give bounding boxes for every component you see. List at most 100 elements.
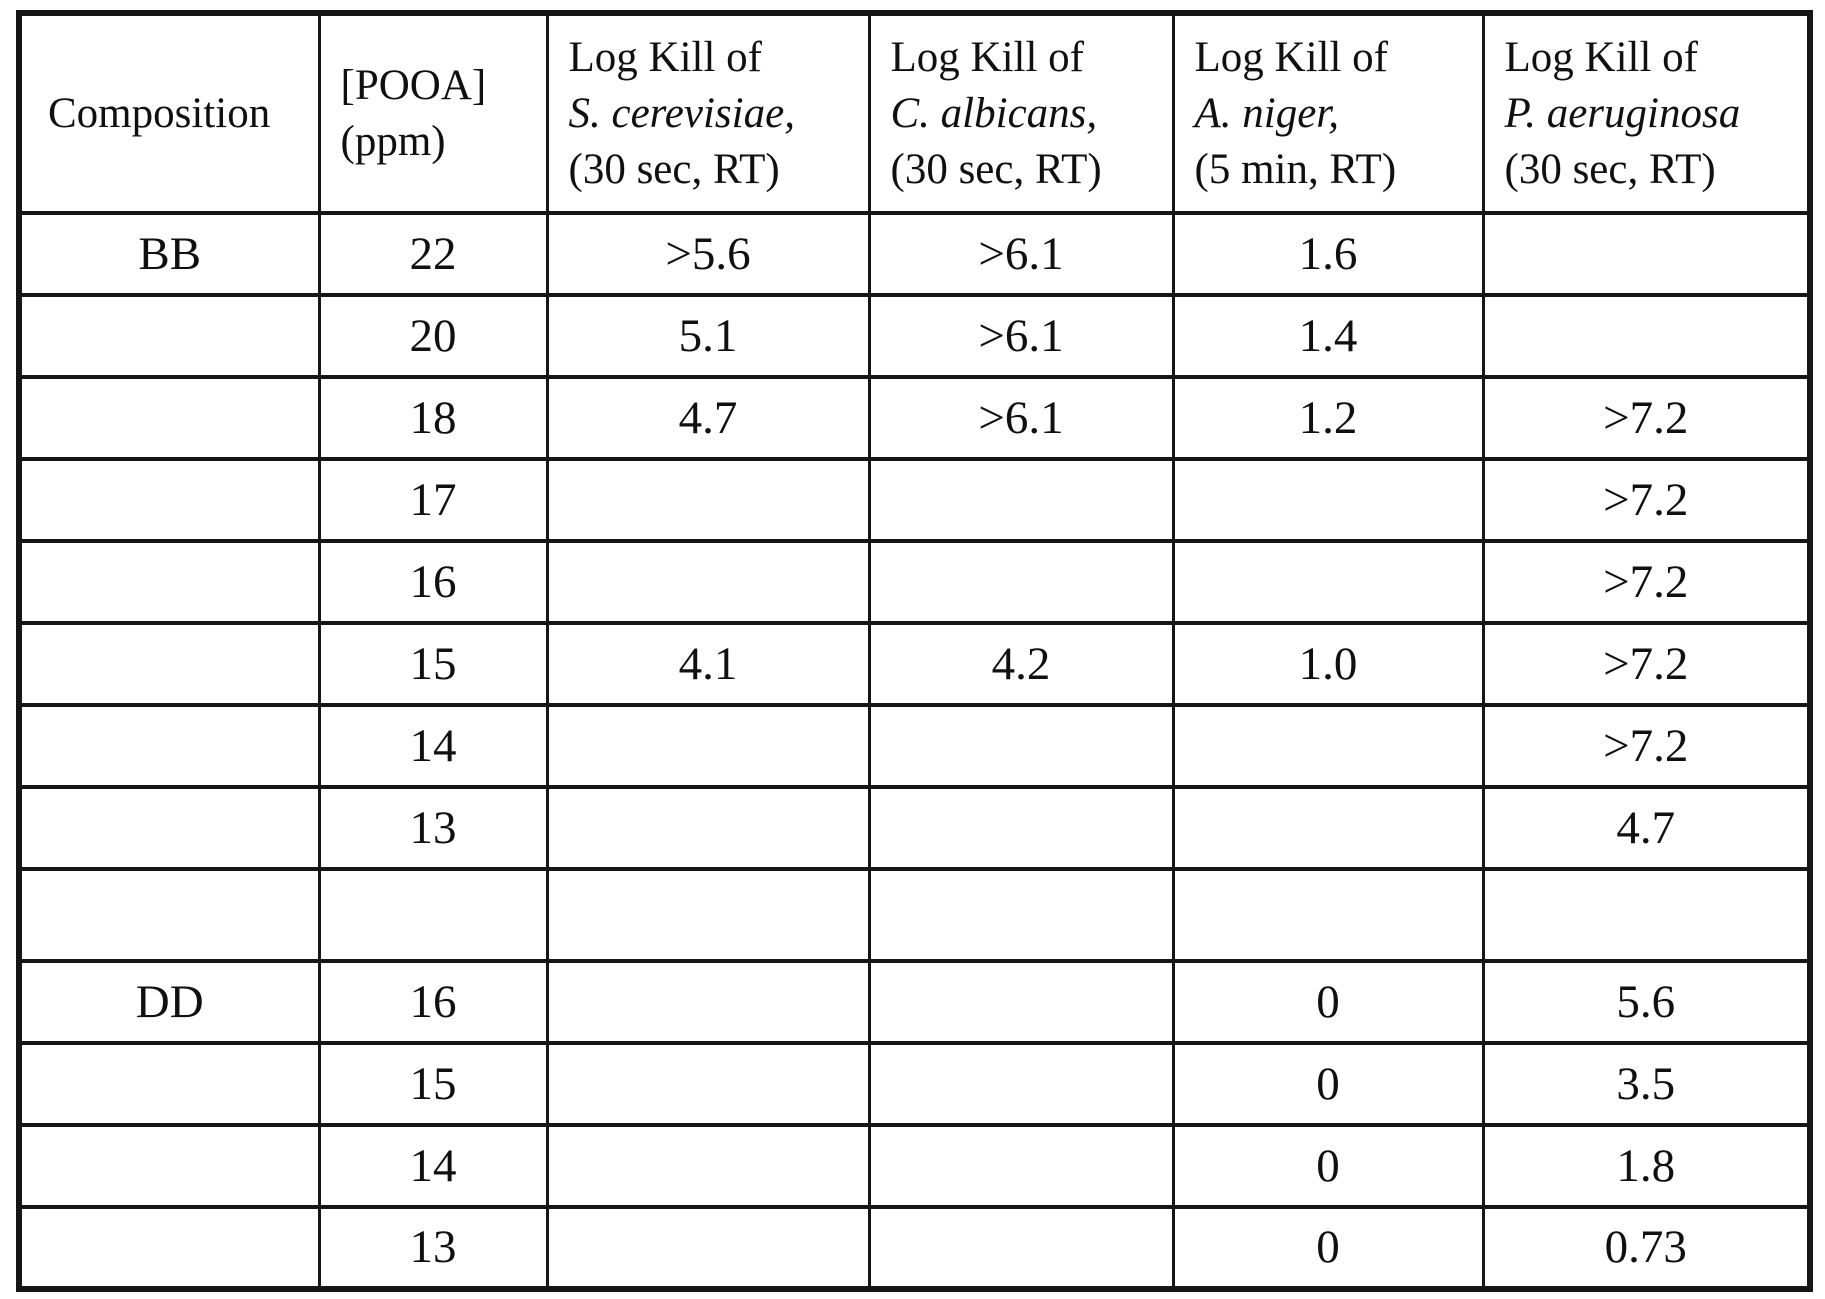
cell-s-cerevisiae [545,703,871,789]
cell-composition [17,457,321,543]
cell-composition [17,539,321,625]
cell-pooa-ppm: 13 [317,1205,549,1291]
cell-composition: DD [17,959,321,1045]
header-cell-log-kill-c-albicans: Log Kill of C. albicans, (30 sec, RT) [867,11,1175,215]
cell-s-cerevisiae: >5.6 [545,211,871,297]
cell-composition [17,293,321,379]
cell-c-albicans [867,1205,1175,1291]
cell-pooa-ppm [317,867,549,963]
cell-a-niger [1171,867,1485,963]
cell-composition [17,785,321,871]
cell-s-cerevisiae [545,785,871,871]
cell-p-aeruginosa: 5.6 [1481,959,1812,1045]
cell-p-aeruginosa [1481,211,1812,297]
cell-a-niger: 0 [1171,1041,1485,1127]
cell-p-aeruginosa: 4.7 [1481,785,1812,871]
cell-a-niger [1171,539,1485,625]
cell-pooa-ppm: 17 [317,457,549,543]
cell-s-cerevisiae [545,539,871,625]
cell-p-aeruginosa: 1.8 [1481,1123,1812,1209]
species-name-italic: A. niger, [1194,89,1340,137]
cell-pooa-ppm: 14 [317,1123,549,1209]
cell-c-albicans: >6.1 [867,211,1175,297]
header-cell-log-kill-p-aeruginosa: Log Kill of P. aeruginosa (30 sec, RT) [1481,11,1812,215]
cell-c-albicans [867,539,1175,625]
cell-a-niger: 1.4 [1171,293,1485,379]
cell-pooa-ppm: 16 [317,539,549,625]
table-row-spacer [17,867,1812,963]
header-label: Composition [48,89,271,137]
cell-c-albicans [867,867,1175,963]
cell-a-niger [1171,785,1485,871]
cell-s-cerevisiae [545,959,871,1045]
cell-s-cerevisiae: 4.7 [545,375,871,461]
header-cell-log-kill-s-cerevisiae: Log Kill of S. cerevisiae, (30 sec, RT) [545,11,871,215]
cell-composition [17,621,321,707]
cell-c-albicans [867,785,1175,871]
table-row: 17 >7.2 [17,457,1812,543]
cell-composition: BB [17,211,321,297]
cell-composition [17,703,321,789]
table-row: 14 0 1.8 [17,1123,1812,1209]
cell-c-albicans [867,703,1175,789]
header-cell-log-kill-a-niger: Log Kill of A. niger, (5 min, RT) [1171,11,1485,215]
table-row: 18 4.7 >6.1 1.2 >7.2 [17,375,1812,461]
header-label: (ppm) [340,117,446,165]
cell-p-aeruginosa: 3.5 [1481,1041,1812,1127]
cell-s-cerevisiae: 5.1 [545,293,871,379]
header-label: [POOA] [340,61,487,109]
cell-c-albicans [867,1123,1175,1209]
cell-a-niger: 1.6 [1171,211,1485,297]
log-kill-data-table: Composition [POOA] (ppm) Log Kill of S. … [16,10,1813,1292]
cell-pooa-ppm: 16 [317,959,549,1045]
header-label: Log Kill of [1504,33,1698,81]
cell-p-aeruginosa: 0.73 [1481,1205,1812,1291]
header-cell-composition: Composition [17,11,321,215]
cell-s-cerevisiae [545,1041,871,1127]
cell-c-albicans: >6.1 [867,375,1175,461]
cell-s-cerevisiae [545,1123,871,1209]
cell-c-albicans [867,959,1175,1045]
header-condition: (30 sec, RT) [1504,145,1716,193]
table-row: DD 16 0 5.6 [17,959,1812,1045]
table-row: 14 >7.2 [17,703,1812,789]
cell-composition [17,1041,321,1127]
cell-composition [17,375,321,461]
cell-c-albicans [867,1041,1175,1127]
cell-c-albicans: >6.1 [867,293,1175,379]
table-row: 16 >7.2 [17,539,1812,625]
cell-a-niger: 1.2 [1171,375,1485,461]
species-name-italic: S. cerevisiae, [568,89,795,137]
cell-a-niger: 0 [1171,959,1485,1045]
table-row: 13 4.7 [17,785,1812,871]
header-condition: (30 sec, RT) [568,145,780,193]
cell-a-niger: 1.0 [1171,621,1485,707]
cell-pooa-ppm: 18 [317,375,549,461]
table-row: BB 22 >5.6 >6.1 1.6 [17,211,1812,297]
cell-a-niger [1171,703,1485,789]
header-label: Log Kill of [890,33,1084,81]
cell-c-albicans [867,457,1175,543]
cell-pooa-ppm: 20 [317,293,549,379]
header-cell-pooa-ppm: [POOA] (ppm) [317,11,549,215]
cell-p-aeruginosa: >7.2 [1481,703,1812,789]
cell-a-niger: 0 [1171,1205,1485,1291]
table-row: 20 5.1 >6.1 1.4 [17,293,1812,379]
cell-pooa-ppm: 15 [317,1041,549,1127]
cell-p-aeruginosa [1481,867,1812,963]
cell-a-niger [1171,457,1485,543]
header-condition: (30 sec, RT) [890,145,1102,193]
cell-p-aeruginosa: >7.2 [1481,457,1812,543]
cell-p-aeruginosa: >7.2 [1481,621,1812,707]
cell-p-aeruginosa: >7.2 [1481,375,1812,461]
species-name-italic: C. albicans, [890,89,1098,137]
cell-pooa-ppm: 14 [317,703,549,789]
table-row: 15 4.1 4.2 1.0 >7.2 [17,621,1812,707]
cell-composition [17,1123,321,1209]
cell-pooa-ppm: 13 [317,785,549,871]
cell-composition [17,1205,321,1291]
header-label: Log Kill of [1194,33,1388,81]
header-label: Log Kill of [568,33,762,81]
table-header-row: Composition [POOA] (ppm) Log Kill of S. … [17,11,1812,215]
